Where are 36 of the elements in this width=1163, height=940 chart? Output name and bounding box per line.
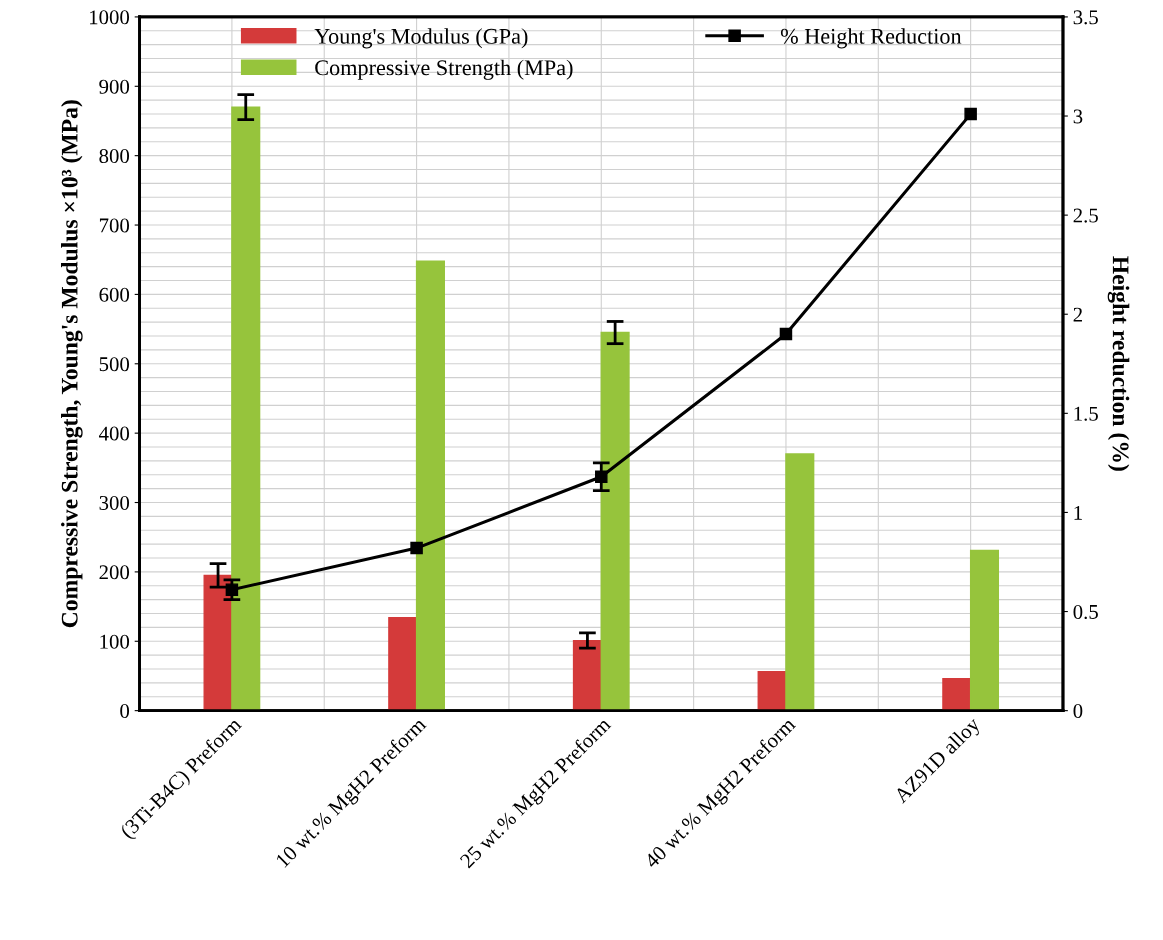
legend-label: Compressive Strength (MPa) [315, 59, 573, 80]
y-tick-label: 600 [99, 287, 130, 302]
y-tick-label: 800 [99, 149, 130, 164]
y-tick-label: 100 [100, 634, 130, 649]
y-tick-label: 1000 [90, 10, 130, 25]
y2-tick-label: 2 [1073, 307, 1082, 322]
bar [572, 639, 602, 711]
legend-label: % Height Reduction [780, 28, 962, 49]
y-tick-label: 400 [98, 426, 130, 441]
y2-tick-label: 3 [1073, 109, 1083, 124]
y-tick-label: 900 [99, 79, 130, 94]
legend-label: Young's Modulus (GPa) [314, 28, 528, 49]
y2-tick-label: 0 [1073, 704, 1083, 719]
y2-tick-label: 1.5 [1074, 406, 1098, 421]
bar [785, 453, 815, 711]
y-tick-label: 0 [120, 704, 130, 719]
y-tick-label: 200 [99, 565, 130, 580]
bar [600, 331, 630, 711]
bar [942, 678, 972, 711]
y-tick-label: 500 [99, 357, 130, 372]
point [964, 107, 977, 121]
y2-tick-label: 0.5 [1073, 604, 1098, 620]
bar [203, 574, 233, 711]
bar [415, 260, 445, 711]
bar [388, 616, 418, 711]
y2-tick-label: 3.5 [1073, 10, 1098, 25]
y-tick-label: 700 [99, 218, 130, 233]
y-tick-label: 300 [99, 495, 130, 510]
point [779, 327, 793, 341]
bar [231, 106, 261, 711]
bar [969, 549, 1000, 711]
y2-tick-label: 2.5 [1073, 208, 1098, 223]
y2-tick-label: 1 [1074, 505, 1082, 520]
point [410, 541, 423, 555]
y-axis-title: Compressive Strength, Young's Modulus ×10³ (MPa) [61, 100, 83, 628]
y2-axis-title: Height reduction (%) [1107, 256, 1130, 471]
